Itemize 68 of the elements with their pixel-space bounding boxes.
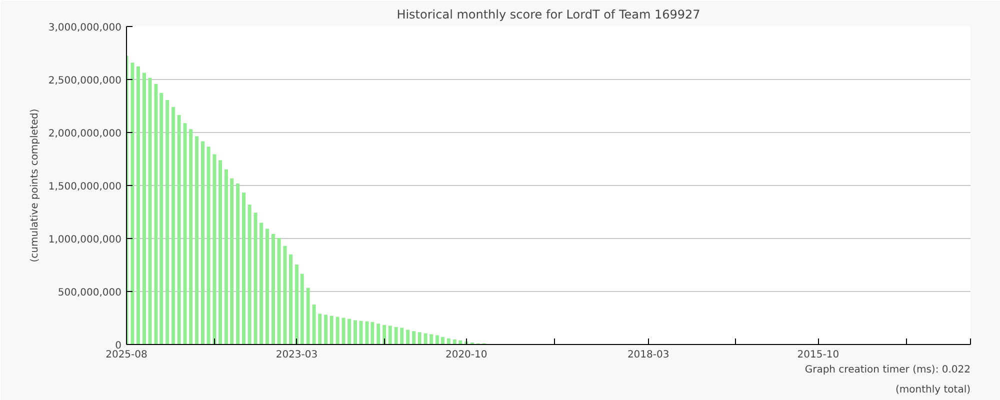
bar [266,228,270,344]
bar [359,320,363,344]
bar [348,318,352,344]
bar [230,178,234,344]
bar [172,106,176,344]
bar [406,330,410,344]
x-axis-title: (monthly total) [896,384,971,396]
text: Graph creation timer (ms): 0.022 [804,364,971,376]
bar [206,146,210,344]
bar [195,136,199,344]
bar [254,212,258,344]
bar [436,335,440,344]
bar [289,254,293,344]
y-tick-label: 1,500,000,000 [48,182,122,192]
y-tick-label: 500,000,000 [58,288,122,298]
bar [189,129,193,344]
bar [400,328,404,344]
bar [430,334,434,344]
bar [136,66,140,344]
x-tick-label: 2015-10 [797,350,840,360]
bar [330,316,334,344]
bar [142,72,146,344]
bar [224,169,228,344]
bar [166,100,170,344]
bar [312,304,316,344]
bar [418,332,422,344]
bar [318,314,322,344]
bar [306,288,310,344]
chart-title: Historical monthly score for LordT of Team 169927 [396,8,700,22]
y-tick-label: 0 [115,340,122,352]
bar [218,160,222,344]
bar [440,336,444,344]
bar [154,84,158,344]
x-tick-label: 2018-03 [627,350,670,360]
bar [277,238,281,344]
bar [376,324,380,344]
y-tick-label: 1,000,000,000 [48,234,122,246]
bar [394,327,398,344]
bar [336,316,340,344]
bar [446,338,450,344]
bar [271,234,275,344]
y-axis-title: (cumulative points completed) [29,108,40,262]
bar [294,264,298,344]
bar [260,222,264,344]
bar [300,274,304,344]
x-tick-label: 2023-03 [276,350,318,360]
bar [177,115,181,344]
y-tick-label: 2,500,000,000 [48,76,122,86]
bar [183,123,187,344]
bar [160,92,164,344]
x-tick-label: 2025-08 [106,350,148,360]
y-tick-label: 2,000,000,000 [48,128,122,140]
y-tick-label: 3,000,000,000 [48,22,122,34]
bar [148,78,152,344]
bar [236,183,240,344]
bar [388,326,392,344]
bar [242,192,246,344]
bar [283,246,287,344]
bar [354,320,358,344]
bar [324,314,328,344]
bar [248,204,252,344]
bar [412,331,416,344]
bar [201,141,205,344]
bar [212,154,216,344]
x-tick-label: 2020-10 [445,350,488,360]
bar [424,333,428,344]
bar [130,62,134,344]
bar [342,318,346,344]
